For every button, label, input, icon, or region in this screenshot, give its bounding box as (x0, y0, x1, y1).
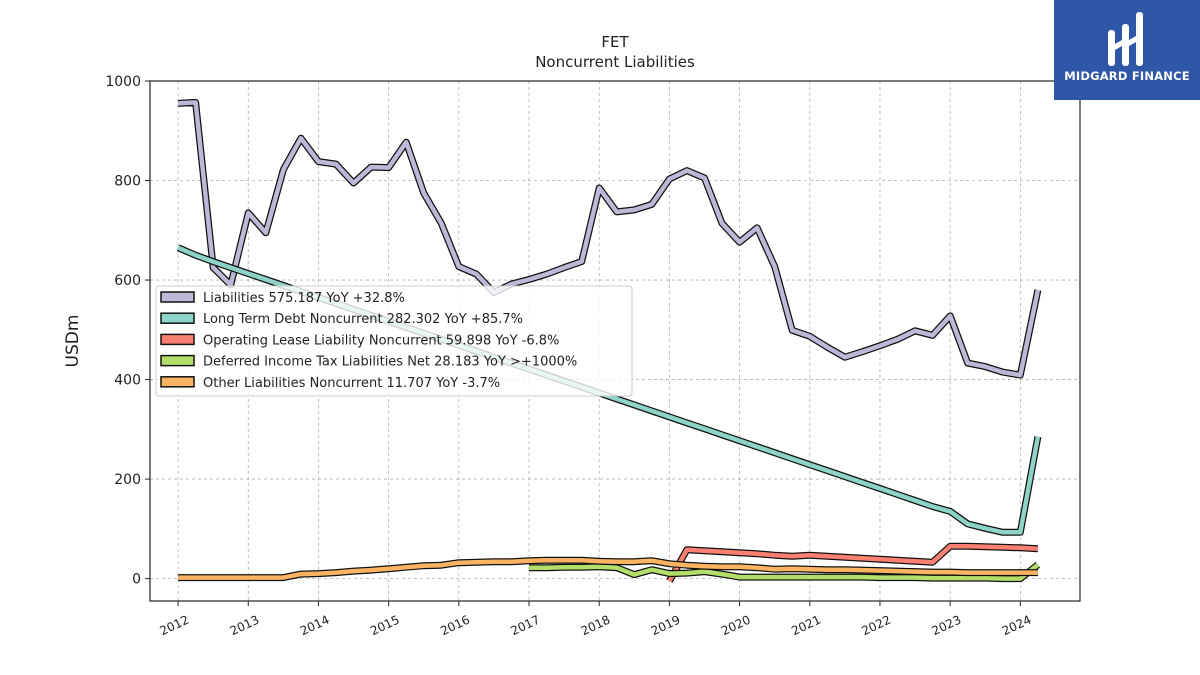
legend-swatch (160, 291, 195, 303)
y-tick-label: 400 (114, 373, 141, 389)
legend-label: Liabilities 575.187 YoY +32.8% (203, 291, 405, 306)
legend-swatch (160, 354, 195, 367)
y-tick-label: 200 (114, 472, 141, 488)
legend-label: Other Liabilities Noncurrent 11.707 YoY … (203, 376, 500, 391)
chart-subtitle: Noncurrent Liabilities (535, 53, 695, 71)
y-axis-label: USDm (63, 315, 83, 368)
series-4 (178, 556, 1038, 582)
x-tick-label: 2012 (158, 613, 192, 639)
x-tick-label: 2016 (438, 613, 472, 639)
series-line (178, 557, 1038, 580)
brand-name: MIDGARD FINANCE (1064, 69, 1190, 83)
y-tick-label: 600 (114, 273, 141, 289)
series-line (529, 562, 1040, 581)
brand-logo: MIDGARD FINANCE (1054, 0, 1200, 100)
legend: Liabilities 575.187 YoY +32.8% Long Term … (155, 285, 633, 397)
legend-label: Long Term Debt Noncurrent 282.302 YoY +8… (203, 312, 523, 327)
y-tick-label: 800 (114, 174, 141, 190)
legend-label: Operating Lease Liability Noncurrent 59.… (203, 333, 559, 348)
legend-swatch (160, 333, 195, 346)
x-tick-label: 2024 (1000, 613, 1034, 639)
x-tick-label: 2014 (298, 613, 332, 639)
x-tick-label: 2018 (579, 613, 613, 639)
brand-mark-icon (1108, 12, 1143, 66)
series-0 (177, 98, 1042, 379)
series-line (177, 100, 1041, 378)
chart-title: FET (601, 33, 629, 51)
legend-label: Deferred Income Tax Liabilities Net 28.1… (203, 355, 577, 370)
x-tick-label: 2019 (649, 613, 683, 639)
x-tick-label: 2017 (509, 613, 543, 639)
series-3 (529, 561, 1041, 583)
x-tick-label: 2022 (859, 613, 893, 639)
y-tick-label: 0 (132, 572, 141, 588)
series-2 (666, 542, 1039, 583)
legend-swatch (160, 312, 195, 324)
x-tick-label: 2013 (228, 613, 262, 639)
legend-box (155, 285, 633, 397)
series-line (667, 544, 1039, 583)
plot-frame (149, 80, 1081, 602)
legend-swatch (160, 376, 195, 388)
x-tick-label: 2023 (930, 613, 964, 639)
x-tick-label: 2015 (368, 613, 402, 639)
x-tick-label: 2021 (789, 613, 823, 639)
y-tick-label: 1000 (105, 74, 141, 90)
x-tick-label: 2020 (719, 613, 753, 639)
grid (150, 80, 1080, 601)
